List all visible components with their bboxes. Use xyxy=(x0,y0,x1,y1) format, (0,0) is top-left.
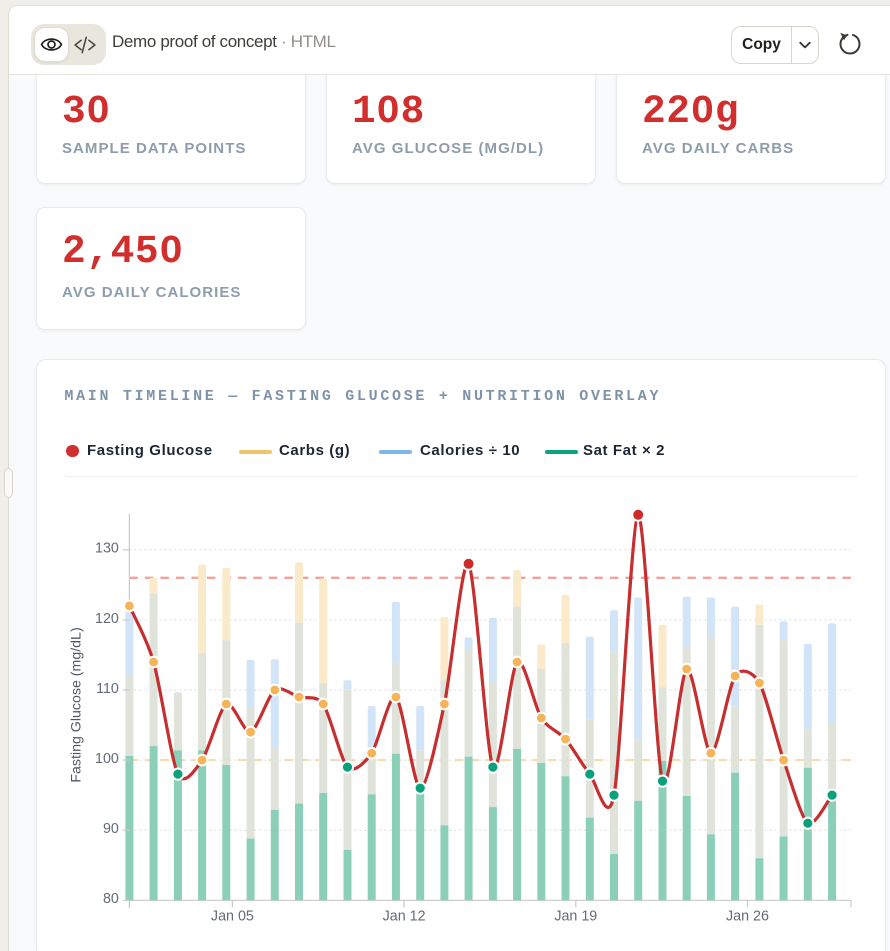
svg-text:130: 130 xyxy=(95,541,119,557)
svg-text:Jan 05: Jan 05 xyxy=(211,909,254,925)
svg-text:Jan 26: Jan 26 xyxy=(726,909,769,925)
svg-text:120: 120 xyxy=(95,611,119,627)
svg-text:100: 100 xyxy=(95,751,119,767)
svg-text:Jan 12: Jan 12 xyxy=(383,909,426,925)
svg-text:Jan 19: Jan 19 xyxy=(554,909,597,925)
svg-text:Fasting Glucose (mg/dL): Fasting Glucose (mg/dL) xyxy=(69,627,85,782)
svg-text:90: 90 xyxy=(103,821,119,837)
svg-text:80: 80 xyxy=(103,891,119,907)
svg-text:110: 110 xyxy=(96,681,119,697)
